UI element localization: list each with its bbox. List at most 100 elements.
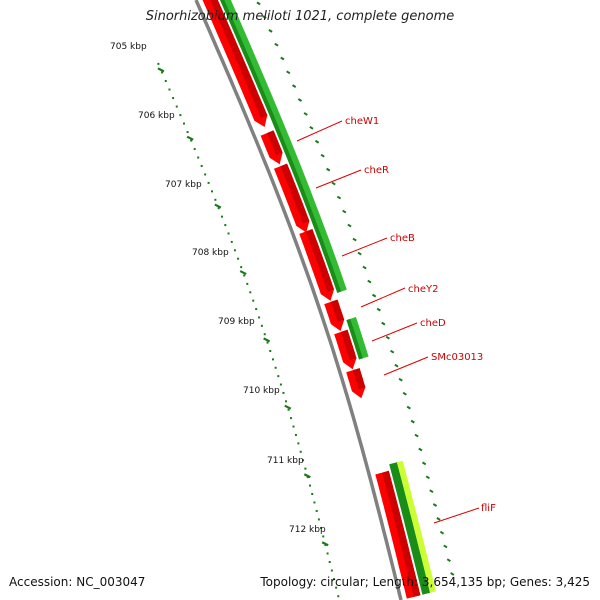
tick-dot (200, 164, 203, 167)
tick-dot (243, 274, 246, 277)
tick-dot (186, 131, 189, 134)
tick-dot (282, 391, 285, 394)
gene-connector (360, 287, 406, 308)
tick-dash (406, 405, 411, 410)
tick-dot (246, 282, 249, 285)
tick-dash (367, 279, 372, 284)
tick-dash (331, 181, 336, 186)
tick-dot (210, 190, 213, 193)
cds-feature-shade (280, 163, 310, 224)
tick-dot (279, 383, 282, 386)
tick-dash (320, 153, 325, 158)
tick-dot (335, 586, 338, 589)
accession-text: Accession: NC_003047 (9, 575, 146, 589)
tick-dash (436, 517, 441, 521)
tick-dash (398, 377, 403, 382)
tick-dash (297, 98, 303, 102)
tick-dash (372, 293, 377, 298)
tick-dash (280, 56, 285, 61)
tick-dot (258, 316, 261, 319)
scale-label: 708 kbp (192, 248, 229, 258)
backbone-layer (194, 0, 403, 600)
tick-dash (429, 489, 434, 494)
tick-dot (263, 333, 266, 336)
tick-dash (414, 433, 419, 438)
tick-dash (376, 307, 381, 312)
tick-dot (328, 561, 331, 564)
tick-dash (309, 125, 314, 130)
tick-dot (240, 266, 243, 269)
tick-dash (450, 572, 455, 576)
cds-feature-shade (305, 229, 334, 292)
gene-label: cheB (390, 233, 415, 244)
gene-label: SMc03013 (431, 352, 483, 363)
tick-dot (179, 114, 182, 117)
tick-dot (320, 526, 323, 529)
tick-dash (446, 558, 451, 563)
tick-dot (292, 425, 295, 428)
tick-dot (249, 291, 252, 294)
gene-label: cheY2 (408, 284, 438, 295)
cds-feature-shade (267, 130, 283, 156)
tick-dot (175, 105, 178, 108)
tick-dash (402, 391, 407, 396)
major-tick (214, 203, 222, 209)
tick-dash (268, 29, 273, 33)
tick-dash (357, 251, 362, 256)
tick-dot (260, 324, 263, 327)
tick-dash (352, 237, 357, 242)
tick-dot (315, 509, 318, 512)
gene-connector (315, 169, 362, 189)
tick-dash (385, 335, 390, 340)
tick-dot (233, 249, 236, 252)
scale-label: 711 kbp (267, 456, 304, 466)
tick-dash (362, 265, 367, 270)
tick-dot (190, 139, 193, 142)
gene-connector (371, 322, 418, 342)
tick-dot (302, 459, 305, 462)
tick-dash (394, 363, 399, 368)
tick-dash (286, 70, 291, 75)
tick-dot (217, 207, 220, 210)
tick-dash (390, 349, 395, 354)
gene-connector (296, 120, 343, 142)
cds-feature (202, 0, 268, 127)
tick-dot (287, 408, 290, 411)
tick-dot (326, 552, 329, 555)
gene-feature-green-shade (346, 318, 363, 360)
tick-dot (274, 366, 277, 369)
tick-dot (285, 400, 288, 403)
tick-dot (168, 88, 171, 91)
cds-feature-shade (330, 299, 345, 322)
tick-dot (221, 215, 224, 218)
major-tick (303, 473, 311, 479)
tick-dash (421, 461, 427, 466)
tick-dot (294, 433, 297, 436)
tick-dash (418, 447, 423, 452)
tick-dot (297, 442, 300, 445)
tick-dot (311, 493, 314, 496)
major-tick (157, 67, 165, 73)
cds-feature (260, 130, 283, 165)
tick-dot (308, 484, 311, 487)
scale-label: 709 kbp (218, 317, 255, 327)
tick-dot (304, 467, 307, 470)
tick-dash (381, 321, 386, 326)
tick-dot (313, 501, 316, 504)
tick-dash (425, 475, 430, 480)
gene-label: cheR (364, 165, 389, 176)
tick-dash (410, 419, 415, 424)
tick-dot (277, 375, 280, 378)
tick-dot (193, 148, 196, 151)
scale-label: 712 kbp (289, 525, 326, 535)
tick-dash (262, 15, 267, 19)
tick-dot (255, 308, 258, 311)
cds-feature-shade (382, 470, 421, 597)
scale-label: 706 kbp (138, 111, 175, 121)
gene-label: cheW1 (345, 116, 379, 127)
gene-labels: cheW1 cheR cheB cheY2 cheD SMc03013 fliF (296, 116, 496, 524)
tick-dot (224, 224, 227, 227)
gene-feature-light (396, 460, 436, 593)
major-tick (263, 337, 271, 343)
